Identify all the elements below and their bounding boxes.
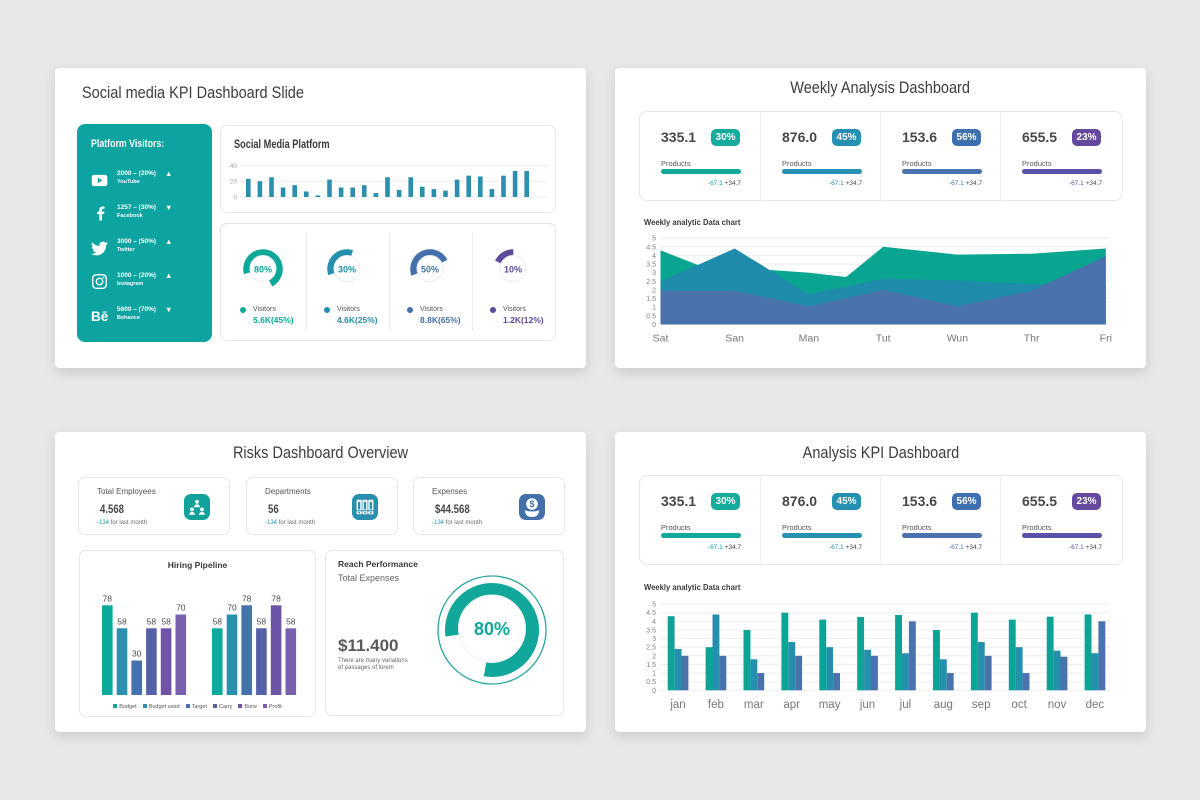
svg-text:jan: jan [669, 699, 685, 711]
svg-text:58: 58 [147, 616, 157, 626]
svg-text:1: 1 [652, 671, 656, 678]
svg-text:$: $ [529, 499, 534, 509]
svg-text:2.5: 2.5 [646, 645, 656, 652]
svg-text:may: may [819, 699, 841, 711]
svg-text:78: 78 [242, 593, 252, 603]
svg-text:70: 70 [176, 603, 186, 613]
svg-text:30%: 30% [338, 265, 356, 275]
svg-text:58: 58 [213, 616, 223, 626]
svg-text:2.5: 2.5 [646, 279, 656, 286]
svg-text:78: 78 [271, 593, 281, 603]
svg-text:Man: Man [799, 333, 820, 345]
svg-text:4: 4 [652, 619, 656, 626]
svg-text:0.5: 0.5 [646, 679, 656, 686]
svg-text:58: 58 [286, 616, 296, 626]
svg-text:70: 70 [227, 603, 237, 613]
svg-text:aug: aug [934, 699, 953, 711]
svg-text:2: 2 [652, 287, 656, 294]
svg-text:3.5: 3.5 [646, 628, 656, 635]
svg-text:San: San [725, 333, 744, 345]
svg-text:feb: feb [708, 699, 724, 711]
svg-text:40: 40 [230, 163, 238, 170]
svg-text:0.5: 0.5 [646, 313, 656, 320]
svg-text:0: 0 [233, 195, 237, 202]
svg-text:20: 20 [230, 179, 238, 186]
svg-text:jul: jul [899, 699, 912, 711]
svg-text:58: 58 [257, 616, 267, 626]
svg-text:Fri: Fri [1100, 333, 1112, 345]
svg-text:58: 58 [117, 616, 127, 626]
svg-text:0: 0 [652, 688, 656, 695]
svg-text:4: 4 [652, 253, 656, 260]
svg-text:1.5: 1.5 [646, 662, 656, 669]
svg-text:3.5: 3.5 [646, 262, 656, 269]
svg-text:Tut: Tut [876, 333, 891, 345]
svg-text:2: 2 [652, 653, 656, 660]
svg-text:nov: nov [1048, 699, 1067, 711]
svg-text:30: 30 [132, 649, 142, 659]
svg-text:58: 58 [161, 616, 171, 626]
svg-text:10%: 10% [504, 265, 522, 275]
svg-text:apr: apr [783, 699, 800, 711]
svg-text:sep: sep [972, 699, 991, 711]
svg-text:oct: oct [1011, 699, 1027, 711]
svg-text:Wun: Wun [947, 333, 969, 345]
svg-text:Thr: Thr [1024, 333, 1040, 345]
svg-text:0: 0 [652, 322, 656, 329]
svg-text:5: 5 [652, 236, 656, 243]
svg-text:3: 3 [652, 636, 656, 643]
svg-text:5: 5 [652, 602, 656, 609]
svg-text:4.5: 4.5 [646, 610, 656, 617]
svg-text:78: 78 [103, 593, 113, 603]
svg-text:80%: 80% [474, 619, 510, 639]
svg-text:dec: dec [1086, 699, 1105, 711]
svg-text:3: 3 [652, 270, 656, 277]
svg-text:50%: 50% [421, 265, 439, 275]
svg-text:4.5: 4.5 [646, 244, 656, 251]
svg-text:1.5: 1.5 [646, 296, 656, 303]
svg-text:Sat: Sat [653, 333, 669, 345]
svg-text:mar: mar [744, 699, 764, 711]
svg-text:80%: 80% [254, 265, 272, 275]
svg-text:1: 1 [652, 305, 656, 312]
svg-text:jun: jun [859, 699, 875, 711]
